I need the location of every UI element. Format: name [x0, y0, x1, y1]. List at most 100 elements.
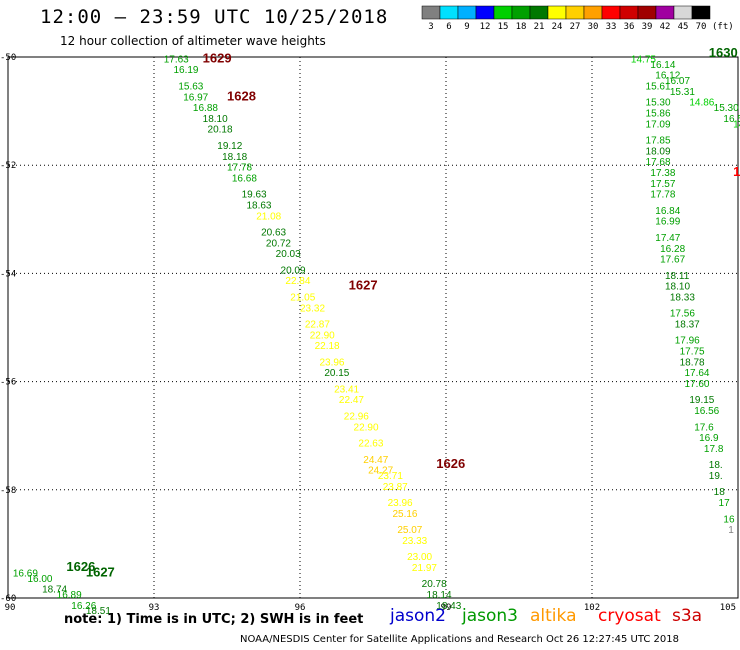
- wave-height-point: 16.89: [57, 590, 82, 601]
- scale-tick-label: 9: [464, 22, 469, 32]
- legend-cryosat: cryosat: [598, 606, 661, 626]
- plot-frame: [7, 56, 739, 599]
- wave-height-point: 18.18: [222, 152, 247, 163]
- wave-height-point: 17: [719, 498, 731, 509]
- page-subtitle: 12 hour collection of altimeter wave hei…: [60, 34, 326, 48]
- wave-height-point: 1: [728, 525, 734, 536]
- wave-height-point: 19.15: [689, 395, 714, 406]
- wave-height-point: 18: [714, 487, 726, 498]
- scale-unit-label: (ft): [712, 22, 734, 32]
- wave-height-point: 17.85: [646, 136, 671, 147]
- wave-height-point: 18.10: [665, 282, 690, 293]
- wave-height-point: 20.15: [324, 368, 349, 379]
- wave-height-point: 16.69: [13, 568, 38, 579]
- scale-swatch: [601, 5, 621, 20]
- scale-swatch: [421, 5, 441, 20]
- wave-height-point: 19.: [709, 471, 723, 482]
- scale-swatch: [673, 5, 693, 20]
- wave-height-point: 17.78: [227, 163, 252, 174]
- pass-number-label: 1630: [709, 45, 738, 60]
- scale-tick-label: 30: [588, 22, 599, 32]
- wave-height-point: 17.56: [670, 309, 695, 320]
- scale-tick-label: 12: [480, 22, 491, 32]
- scale-swatch: [529, 5, 549, 20]
- scale-tick-label: 42: [660, 22, 671, 32]
- scale-swatch: [691, 5, 711, 20]
- wave-height-point: 17.60: [684, 379, 709, 390]
- scale-tick-label: 33: [606, 22, 617, 32]
- wave-height-point: 17.47: [655, 233, 680, 244]
- wave-height-point: 23.71: [378, 471, 403, 482]
- wave-height-point: 22.90: [354, 422, 379, 433]
- wave-height-point: 18.37: [675, 320, 700, 331]
- pass-number-label: 1626: [66, 559, 95, 574]
- wave-height-point: 23.00: [407, 552, 432, 563]
- wave-height-point: 23.33: [402, 536, 427, 547]
- x-tick-label: 96: [295, 603, 306, 613]
- wave-height-point: 16.19: [173, 65, 198, 76]
- wave-height-point: 15.31: [670, 87, 695, 98]
- pass-number-label: 1626: [436, 456, 465, 471]
- scale-swatch: [619, 5, 639, 20]
- wave-height-point: 18.: [709, 460, 723, 471]
- wave-height-point: 15.63: [178, 81, 203, 92]
- wave-height-point: 17.63: [164, 54, 189, 65]
- wave-height-point: 17.8: [704, 444, 724, 455]
- scale-tick-label: 18: [516, 22, 527, 32]
- wave-height-point: 16.54: [723, 114, 740, 125]
- scale-tick-label: 27: [570, 22, 581, 32]
- scale-swatch: [565, 5, 585, 20]
- scale-swatch: [547, 5, 567, 20]
- pass-number-label: 1627: [86, 564, 115, 579]
- scale-tick-label: 15: [498, 22, 509, 32]
- wave-height-point: 24.47: [363, 455, 388, 466]
- wave-height-point: 21.97: [412, 563, 437, 574]
- wave-height-point: 18.78: [680, 357, 705, 368]
- scale-swatch: [457, 5, 477, 20]
- scale-tick-label: 3: [428, 22, 433, 32]
- legend-altika: altika: [530, 606, 577, 626]
- wave-height-point: 18.11: [665, 271, 690, 282]
- wave-height-point: 18.33: [670, 292, 695, 303]
- x-tick-label: 105: [720, 603, 736, 613]
- wave-height-point: 24.27: [368, 466, 393, 477]
- wave-height-point: 16.9: [699, 433, 719, 444]
- wave-height-point: 22.96: [344, 411, 369, 422]
- pass-number-label: 1628: [227, 88, 256, 103]
- wave-height-point: 18.10: [203, 114, 228, 125]
- wave-height-point: 16: [723, 514, 735, 525]
- wave-height-point: 18.63: [246, 200, 271, 211]
- legend-jason2: jason2: [390, 606, 446, 626]
- scale-tick-label: 24: [552, 22, 563, 32]
- pass-number-label: 1629: [203, 50, 232, 65]
- wave-height-point: 25.16: [392, 509, 417, 520]
- pass-number-label: 1627: [349, 278, 378, 293]
- wave-height-point: 22.18: [315, 341, 340, 352]
- wave-height-point: 23.96: [319, 357, 344, 368]
- wave-height-point: 20.78: [422, 579, 447, 590]
- wave-height-point: 17.75: [680, 347, 705, 358]
- wave-height-point: 17.09: [646, 119, 671, 130]
- scale-tick-label: 6: [446, 22, 451, 32]
- wave-height-point: 15.86: [646, 109, 671, 120]
- wave-height-point: 20.63: [261, 228, 286, 239]
- wave-height-point: 17.38: [650, 168, 675, 179]
- wave-height-point: 21.08: [256, 211, 281, 222]
- footer-credit: NOAA/NESDIS Center for Satellite Applica…: [240, 634, 679, 645]
- wave-height-point: 20.18: [208, 125, 233, 136]
- wave-height-point: 16.28: [660, 244, 685, 255]
- wave-height-point: 18.14: [427, 590, 452, 601]
- y-tick-label: -60: [0, 594, 16, 604]
- wave-height-point: 22.84: [285, 276, 310, 287]
- y-tick-label: -54: [0, 269, 16, 279]
- scale-swatch: [439, 5, 459, 20]
- wave-height-point: 15.61: [646, 81, 671, 92]
- wave-height-point: 19.12: [217, 141, 242, 152]
- scale-tick-label: 36: [624, 22, 635, 32]
- wave-height-point: 15.30: [646, 98, 671, 109]
- scale-tick-label: 45: [678, 22, 689, 32]
- wave-height-point: 23.87: [383, 482, 408, 493]
- wave-height-point: 16.88: [193, 103, 218, 114]
- scale-swatch: [655, 5, 675, 20]
